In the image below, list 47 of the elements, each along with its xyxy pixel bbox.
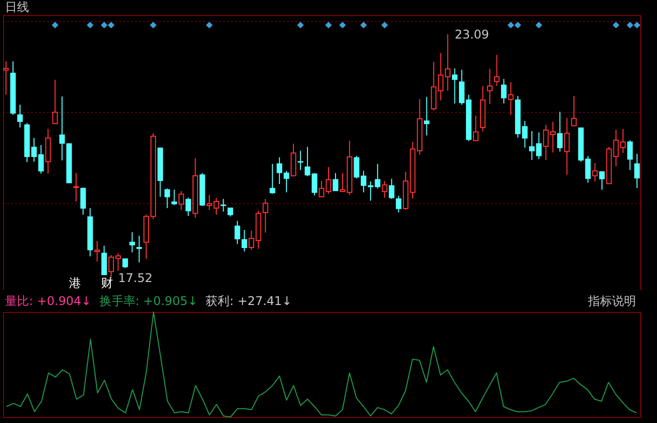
candlestick (424, 96, 430, 136)
candlestick (494, 54, 500, 86)
candlestick (94, 240, 100, 262)
candlestick (501, 78, 507, 104)
candlestick (508, 82, 514, 116)
text: 获利: +27.41↓ (206, 294, 292, 308)
candlestick (122, 258, 128, 269)
candlestick (332, 172, 338, 192)
annotation: 港 (69, 276, 81, 290)
candlestick (487, 68, 493, 104)
text: 量比: +0.904↓ (5, 294, 92, 308)
candlestick (452, 68, 458, 104)
candlestick (164, 188, 170, 209)
candlestick (186, 197, 192, 216)
candlestick (17, 104, 23, 128)
candlestick (298, 150, 304, 171)
candlestick (270, 163, 276, 194)
candlestick (592, 162, 598, 182)
candlestick (262, 198, 268, 234)
candlestick (571, 96, 577, 126)
candlestick (627, 140, 633, 171)
candlestick (45, 128, 51, 174)
candlestick (136, 235, 142, 263)
candlestick (388, 178, 394, 200)
candlestick (290, 143, 296, 176)
candlestick (220, 198, 226, 212)
annotation: 财 (101, 276, 113, 290)
candlestick (599, 171, 605, 190)
chart-title: 日线 (5, 0, 29, 14)
candlestick (73, 172, 79, 202)
text: 换手率: +0.905↓ (99, 294, 198, 308)
candlestick (396, 195, 402, 213)
candlestick (52, 79, 58, 124)
candlestick (80, 187, 86, 216)
candlestick (564, 117, 570, 176)
text: 指标说明 (587, 294, 636, 308)
annotation: 23.09 (454, 27, 490, 42)
candlestick (101, 245, 107, 276)
candlestick (178, 190, 184, 210)
candlestick (171, 189, 178, 206)
candlestick (472, 115, 479, 142)
candlestick (557, 111, 563, 152)
annotation: 17.52 (118, 271, 153, 286)
candlestick (129, 232, 135, 253)
candlestick (3, 60, 9, 96)
candlestick (634, 153, 640, 188)
candlestick (382, 180, 388, 198)
